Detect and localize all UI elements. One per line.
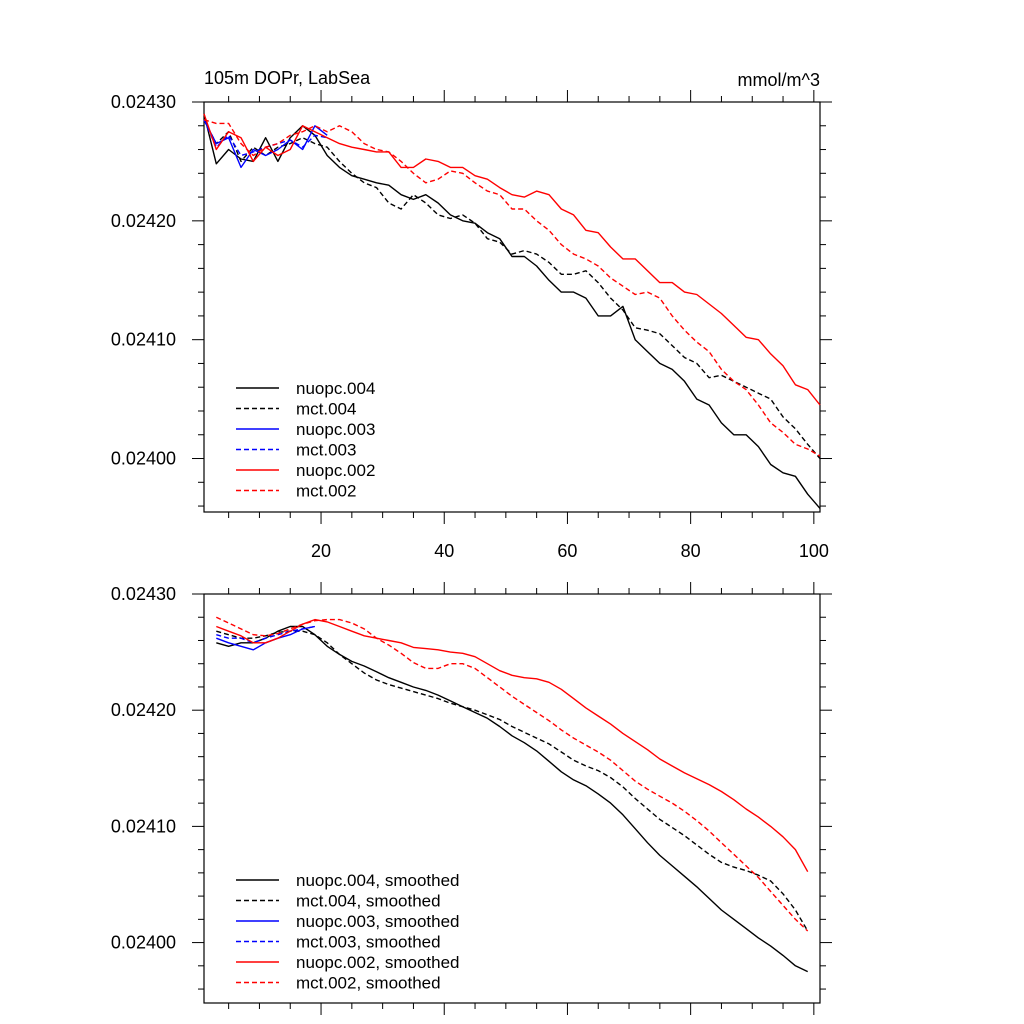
x-tick-label: 20 [311, 541, 331, 561]
legend-label: mct.002 [296, 482, 356, 501]
legend-label: nuopc.003, smoothed [296, 912, 460, 931]
y-tick-label: 0.02400 [111, 449, 176, 469]
legend-label: mct.002, smoothed [296, 974, 441, 993]
series-line-nuopc-003 [203, 119, 328, 169]
plot-frame [203, 101, 821, 513]
y-tick-label: 0.02410 [111, 816, 176, 836]
series-line-mct-002-smoothed [216, 616, 809, 932]
legend-label: mct.004, smoothed [296, 892, 441, 911]
y-tick-label: 0.02420 [111, 700, 176, 720]
top-panel-raw: 0.02430 0.02420 0.02410 0.02400 20 40 60 80 100 n… [111, 90, 832, 561]
legend-label: mct.004 [296, 400, 356, 419]
y-tick-label: 0.02410 [111, 330, 176, 350]
chart-title-left: 105m DOPr, LabSea [204, 68, 371, 88]
legend-label: nuopc.002, smoothed [296, 953, 460, 972]
x-tick-label: 80 [681, 541, 701, 561]
series-line-mct-003-smoothed [216, 625, 316, 644]
x-tick-label: 100 [799, 541, 829, 561]
legend-label: nuopc.002 [296, 461, 375, 480]
y-tick-label: 0.02400 [111, 933, 176, 953]
y-tick-label: 0.02430 [111, 584, 176, 604]
legend-label: nuopc.003 [296, 420, 375, 439]
chart-units-label: mmol/m^3 [738, 70, 820, 90]
legend-label: nuopc.004, smoothed [296, 871, 460, 890]
legend-label: nuopc.004 [296, 379, 375, 398]
series-line-nuopc-002-smoothed [216, 618, 809, 873]
legend-label: mct.003, smoothed [296, 933, 441, 952]
x-tick-label: 60 [557, 541, 577, 561]
plot-frame [203, 593, 821, 1004]
y-tick-label: 0.02430 [111, 92, 176, 112]
series-line-nuopc-002 [203, 113, 821, 406]
series-line-mct-004 [203, 119, 821, 459]
series-line-nuopc-004 [203, 113, 821, 509]
x-tick-label: 40 [434, 541, 454, 561]
series-line-mct-004-smoothed [216, 630, 809, 932]
y-tick-label: 0.02420 [111, 211, 176, 231]
series-line-mct-002 [203, 119, 821, 457]
legend-label: mct.003 [296, 441, 356, 460]
bottom-panel-smoothed: 0.02430 0.02420 0.02410 0.02400 nuopc.004, s… [111, 582, 832, 1015]
